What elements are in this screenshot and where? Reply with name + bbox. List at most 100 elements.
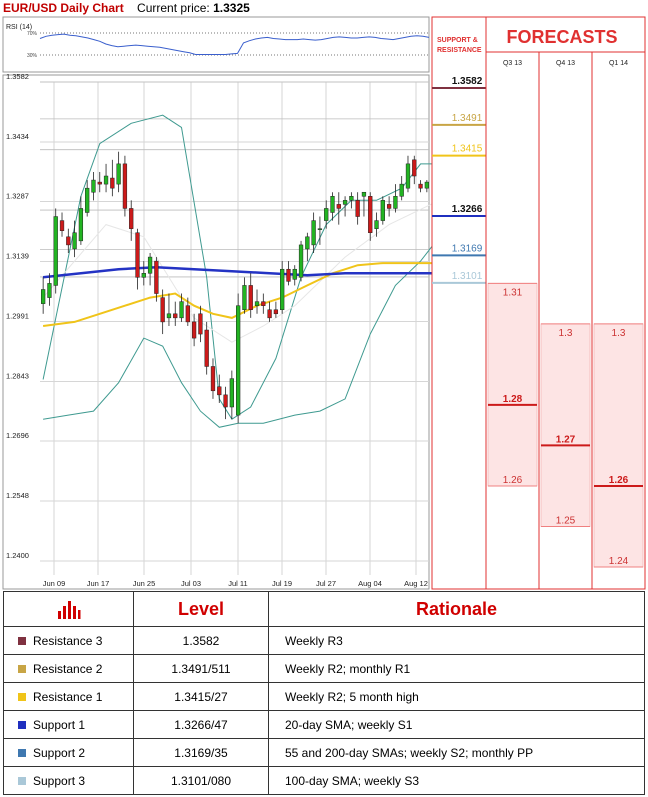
candle-body	[368, 196, 373, 234]
candle-body	[418, 183, 423, 189]
level-rationale: Weekly R2; 5 month high	[268, 682, 645, 711]
candle-body	[59, 220, 65, 231]
candle-body	[198, 313, 203, 335]
level-name-cell: Support 2	[3, 738, 134, 767]
table-row: Support 2 1.3169/35 55 and 200-day SMAs;…	[3, 738, 645, 767]
sr-level-label: 1.3415	[452, 144, 483, 155]
level-rationale: Weekly R3	[268, 626, 645, 655]
candle-body	[122, 163, 128, 209]
rsi-upper-level: 70%	[27, 31, 38, 37]
candle-body	[393, 196, 398, 209]
candle-body	[72, 232, 77, 250]
level-name-cell: Support 3	[3, 766, 134, 795]
candle-body	[217, 386, 222, 396]
candle-body	[349, 196, 354, 201]
forecast-high-label: 1.3	[612, 328, 626, 339]
candle-body	[78, 208, 84, 242]
candle-body	[147, 256, 153, 274]
level-color-swatch	[18, 665, 26, 674]
level-name: Resistance 2	[33, 661, 103, 676]
candle-body	[324, 208, 329, 221]
candle-body	[248, 285, 253, 310]
level-name: Resistance 3	[33, 633, 103, 648]
bollinger-upper-line	[42, 114, 440, 420]
table-icon-cell	[3, 591, 134, 627]
candle-body	[173, 313, 178, 319]
candle-body	[298, 244, 304, 278]
table-row: Support 1 1.3266/47 20-day SMA; weekly S…	[3, 710, 645, 739]
candle-body	[166, 313, 172, 319]
forecast-range-box	[487, 282, 538, 487]
candle-body	[305, 236, 310, 250]
candles	[41, 151, 429, 424]
y-tick-label: 1.2696	[6, 431, 29, 440]
candle-body	[242, 285, 247, 310]
rsi-lower-level: 30%	[27, 53, 38, 59]
forecast-high-label: 1.3	[559, 328, 573, 339]
chart-title-bar: EUR/USD Daily Chart Current price: 1.332…	[3, 0, 250, 17]
table-row: Support 3 1.3101/080 100-day SMA; weekly…	[3, 766, 645, 795]
level-color-swatch	[18, 693, 26, 702]
sr-level-label: 1.3491	[452, 113, 483, 124]
forecast-mid-label: 1.28	[503, 394, 523, 405]
x-tick-label: Jun 17	[87, 579, 110, 588]
level-name-cell: Resistance 3	[3, 626, 134, 655]
candle-body	[336, 204, 341, 209]
forecast-column-label: Q4 13	[556, 60, 575, 67]
candle-body	[185, 305, 190, 323]
level-color-swatch	[18, 637, 26, 646]
level-rationale: 20-day SMA; weekly S1	[268, 710, 645, 739]
bar-chart-icon	[57, 601, 80, 620]
candle-body	[53, 216, 58, 286]
table-row: Resistance 3 1.3582 Weekly R3	[3, 626, 645, 655]
candle-body	[229, 378, 234, 408]
candle-body	[204, 329, 209, 367]
table-row: Resistance 1 1.3415/27 Weekly R2; 5 mont…	[3, 682, 645, 711]
level-value: 1.3101/080	[133, 766, 269, 795]
level-color-swatch	[18, 721, 26, 730]
current-price-label: Current price:	[137, 1, 210, 15]
candle-body	[91, 179, 96, 193]
candle-body	[280, 268, 285, 310]
forecast-mid-label: 1.27	[556, 434, 576, 445]
level-name-cell: Support 1	[3, 710, 134, 739]
level-name-cell: Resistance 2	[3, 654, 134, 683]
candle-body	[317, 228, 323, 230]
candle-body	[103, 175, 109, 185]
candle-body	[236, 305, 241, 416]
sr-level-markers: 1.3582 1.3491 1.3415 1.3266 1.3169 1.3101	[432, 76, 486, 284]
sma-100-line	[42, 265, 440, 279]
forecasts-title: FORECASTS	[506, 27, 617, 47]
bollinger-lower-line	[43, 236, 440, 428]
support-resistance-lines	[40, 81, 429, 278]
candle-body	[273, 309, 279, 315]
forecast-high-label: 1.31	[503, 287, 523, 298]
level-rationale: 55 and 200-day SMAs; weekly S2; monthly …	[268, 738, 645, 767]
chart-title: EUR/USD Daily Chart	[3, 1, 124, 15]
level-name: Resistance 1	[33, 689, 103, 704]
candle-body	[129, 208, 134, 229]
x-tick-label: Jun 25	[133, 579, 156, 588]
candle-body	[97, 181, 102, 185]
x-tick-label: Jul 27	[316, 579, 336, 588]
y-tick-label: 1.3582	[6, 72, 29, 81]
candle-body	[361, 191, 367, 197]
support-resistance-column: SUPPORT & RESISTANCE 1.35821.34911.34151…	[431, 16, 487, 590]
forecast-low-label: 1.26	[503, 475, 523, 486]
x-tick-label: Jun 09	[43, 579, 66, 588]
price-chart: RSI (14) 70% 30% 1.35821.34341.32871.313…	[2, 16, 646, 590]
level-value: 1.3491/511	[133, 654, 269, 683]
level-name: Support 1	[33, 717, 86, 732]
x-tick-label: Jul 03	[181, 579, 201, 588]
y-tick-label: 1.2991	[6, 312, 29, 321]
candle-body	[141, 273, 146, 278]
candle-body	[311, 220, 316, 246]
candle-body	[154, 260, 159, 294]
sr-level-label: 1.3169	[452, 243, 483, 254]
candle-body	[110, 177, 115, 189]
y-axis-ticks: 1.3582 1.3434 1.3287 1.3139 1.2991 1.2843 1.26…	[6, 72, 29, 560]
x-tick-label: Aug 12	[404, 579, 428, 588]
candle-body	[66, 236, 71, 246]
current-price-value: 1.3325	[213, 1, 250, 15]
forecast-column-label: Q3 13	[503, 60, 522, 67]
